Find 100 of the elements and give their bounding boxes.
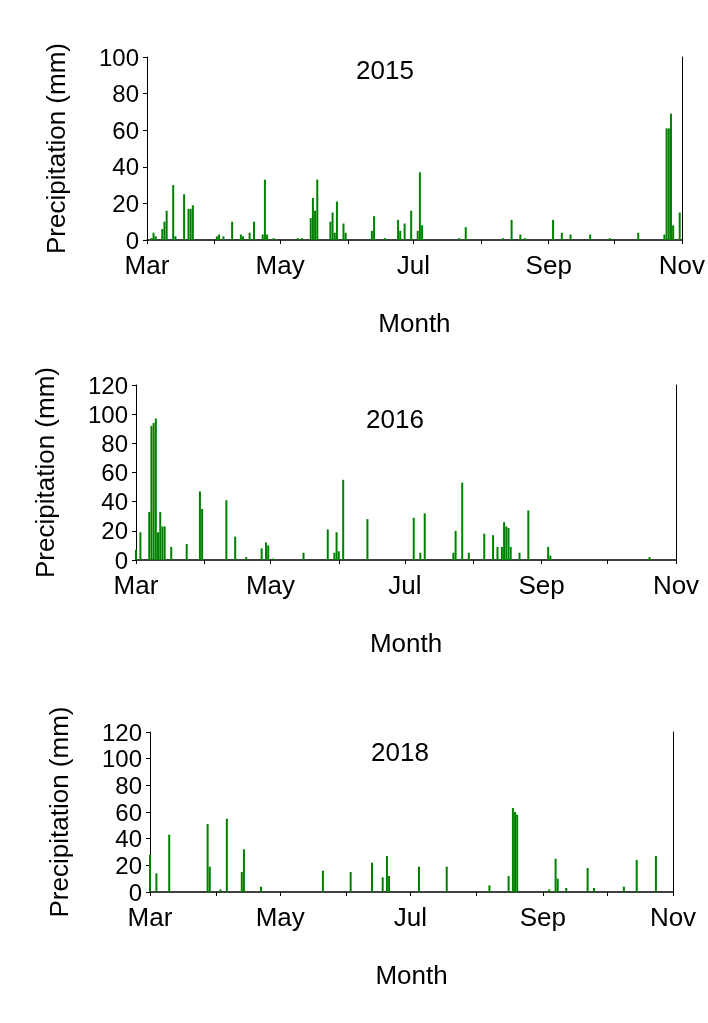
x-tick-label: Sep	[525, 250, 572, 280]
bar	[373, 216, 376, 240]
bar	[170, 546, 173, 560]
y-tick-label: 80	[101, 429, 128, 457]
bar	[366, 519, 369, 560]
bar	[418, 172, 421, 240]
bar	[560, 232, 563, 240]
x-axis-title: Month	[378, 308, 451, 338]
bar	[242, 236, 245, 240]
y-tick-label: 100	[98, 43, 139, 71]
bar	[218, 234, 221, 240]
bar	[678, 212, 681, 240]
y-axis-title: Precipitation (mm)	[44, 706, 74, 918]
bar	[648, 557, 651, 560]
bar	[589, 234, 592, 240]
bar	[454, 530, 457, 560]
x-tick-label: Jul	[396, 250, 430, 280]
y-tick-label: 80	[115, 771, 142, 799]
bar	[168, 834, 171, 892]
bar	[593, 888, 596, 892]
bar	[417, 866, 420, 892]
bar	[152, 232, 155, 240]
bar	[637, 232, 640, 240]
y-tick-label: 120	[101, 718, 142, 746]
y-tick-label: 80	[112, 80, 139, 108]
bar	[155, 873, 158, 892]
y-tick-label: 40	[101, 488, 128, 516]
bar	[260, 548, 263, 560]
bar	[527, 510, 530, 560]
bar	[381, 877, 384, 892]
x-axis-title: Month	[369, 628, 443, 658]
bar	[385, 856, 388, 892]
bar	[159, 511, 162, 560]
bar	[510, 219, 513, 240]
x-tick-label: Jul	[393, 902, 428, 932]
x-tick-label: Nov	[658, 250, 706, 280]
bar	[172, 185, 175, 240]
bar	[265, 542, 268, 560]
y-axis-title: Precipitation (mm)	[41, 43, 71, 254]
bar	[635, 860, 638, 892]
x-tick-label: Sep	[519, 902, 566, 932]
x-tick-label: Sep	[518, 570, 565, 600]
y-tick-label: 60	[112, 116, 139, 144]
x-axis-title: Month	[375, 960, 448, 990]
bar	[154, 418, 157, 560]
bar	[135, 549, 137, 560]
bar	[569, 234, 572, 240]
bar	[311, 197, 314, 240]
bar	[267, 545, 270, 560]
bar	[503, 522, 506, 560]
y-tick-label: 20	[112, 189, 139, 217]
bar	[234, 536, 237, 560]
bar	[488, 885, 491, 892]
bar	[222, 236, 225, 240]
bar	[206, 824, 209, 892]
y-tick-label: 100	[87, 400, 128, 428]
bar	[519, 234, 522, 240]
bar	[554, 858, 557, 892]
bar	[149, 854, 151, 892]
bar	[410, 210, 413, 240]
bar	[185, 543, 188, 560]
bar	[565, 888, 568, 892]
bar	[548, 889, 551, 892]
bar	[371, 862, 374, 892]
bar	[150, 425, 153, 560]
bar	[242, 849, 245, 892]
bar	[547, 546, 550, 560]
bar	[252, 221, 255, 240]
bar	[412, 517, 415, 560]
bar	[669, 113, 672, 240]
y-tick-label: 60	[101, 459, 128, 486]
chart-title: 2015	[356, 55, 414, 85]
bar	[342, 223, 345, 240]
bar	[191, 205, 194, 240]
bar	[461, 482, 464, 560]
x-tick-label: Jul	[388, 570, 422, 600]
bar	[467, 552, 470, 560]
bar	[423, 513, 426, 560]
y-tick-label: 120	[87, 371, 128, 399]
y-tick-label: 20	[101, 517, 128, 545]
bar	[342, 479, 345, 560]
bar	[183, 194, 186, 240]
y-tick-label: 100	[101, 745, 142, 773]
bar	[419, 552, 422, 560]
text: 2016	[366, 404, 424, 434]
bar	[349, 872, 352, 892]
bar	[397, 219, 400, 240]
bar	[586, 868, 589, 892]
bar	[507, 876, 510, 892]
bar	[302, 552, 305, 560]
bar	[511, 808, 514, 892]
bar	[331, 212, 334, 240]
bar	[496, 546, 499, 560]
x-tick-label: Nov	[649, 902, 697, 932]
bar	[215, 236, 218, 240]
bar	[225, 818, 228, 892]
bar	[245, 557, 248, 560]
bar	[335, 532, 338, 560]
y-tick-label: 40	[112, 153, 139, 181]
bar	[225, 500, 228, 560]
